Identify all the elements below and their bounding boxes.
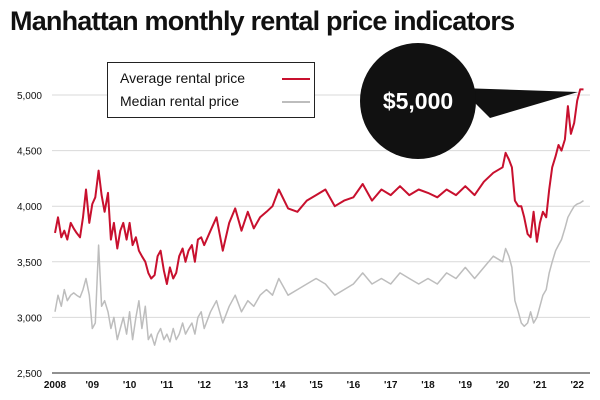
y-tick-label: 3,500 [17, 258, 42, 269]
legend-label-average: Average rental price [120, 70, 246, 86]
x-tick-label: 2008 [44, 380, 67, 391]
x-tick-label: '22 [570, 380, 584, 391]
x-tick-label: '13 [235, 380, 249, 391]
y-axis-tick-labels: 2,500 3,000 3,500 4,000 4,500 5,000 [17, 91, 42, 380]
x-tick-label: '11 [160, 380, 173, 391]
x-tick-label: '20 [496, 380, 510, 391]
y-tick-label: 2,500 [17, 369, 42, 380]
callout-label: $5,000 [383, 88, 453, 114]
legend: Average rental price Median rental price [107, 62, 315, 118]
chart-title: Manhattan monthly rental price indicator… [10, 6, 515, 36]
y-tick-label: 4,000 [17, 202, 42, 213]
callout-bubble [360, 43, 476, 159]
x-tick-label: '16 [347, 380, 361, 391]
x-tick-label: '21 [533, 380, 547, 391]
legend-item-median: Median rental price [120, 91, 239, 111]
x-tick-label: '15 [309, 380, 323, 391]
y-tick-label: 4,500 [17, 147, 42, 158]
series-lines [54, 88, 584, 346]
x-tick-label: '09 [86, 380, 100, 391]
legend-item-average: Average rental price [120, 68, 245, 88]
y-tick-label: 5,000 [17, 91, 42, 102]
x-tick-label: '18 [421, 380, 435, 391]
x-tick-label: '12 [197, 380, 211, 391]
y-tick-label: 3,000 [17, 313, 42, 324]
x-tick-label: '17 [384, 380, 398, 391]
value-callout: $5,000 [360, 43, 578, 159]
median-rental-price-line [54, 199, 584, 346]
x-tick-label: '10 [123, 380, 137, 391]
gridlines [52, 94, 590, 318]
legend-swatch-average [282, 78, 310, 80]
legend-label-median: Median rental price [120, 93, 240, 109]
legend-swatch-median [282, 101, 310, 103]
x-tick-label: '14 [272, 380, 286, 391]
x-axis-tick-labels: 2008 '09 '10 '11 '12 '13 '14 '15 '16 '17 '18 '19 '20… [44, 380, 585, 391]
x-tick-label: '19 [459, 380, 473, 391]
callout-pointer [460, 88, 578, 118]
average-rental-price-line [54, 88, 584, 285]
